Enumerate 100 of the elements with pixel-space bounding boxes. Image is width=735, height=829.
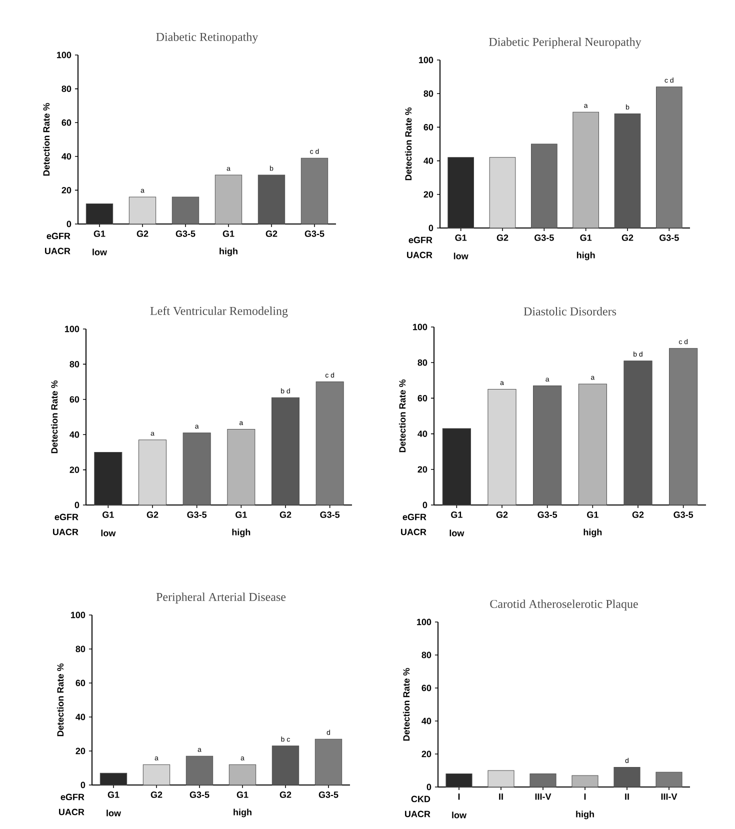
x-tick-label: G2 (496, 234, 508, 241)
y-tick-label: 80 (422, 652, 432, 658)
bar (533, 385, 562, 506)
y-tick-label: 80 (76, 646, 86, 652)
bar (316, 382, 344, 506)
x-tick-label: G1 (580, 234, 592, 241)
text: high (576, 810, 594, 820)
y-tick-label: 40 (422, 718, 432, 724)
x-tick-label: G1 (222, 230, 234, 237)
x-tick-label: G2 (632, 512, 644, 518)
y-tick-label: 100 (71, 612, 86, 618)
bar (656, 86, 682, 228)
x-tick-label: G3-5 (320, 512, 340, 518)
text: low (454, 252, 468, 260)
x-tick-label: G1 (236, 512, 247, 518)
y-tick-label: 60 (70, 396, 80, 403)
y-tick-label: 20 (62, 187, 72, 194)
x-tick-label: G3-5 (674, 512, 694, 518)
bar (314, 738, 342, 786)
bar (614, 114, 641, 228)
y-tick-label: 80 (418, 359, 428, 366)
y-tick-label: 20 (70, 466, 80, 473)
y-tick-label: 0 (66, 220, 72, 228)
bar (488, 389, 516, 506)
x-tick-label: G1 (587, 512, 598, 518)
bar (142, 764, 170, 786)
text: UACR (59, 808, 84, 816)
text: UACR (407, 252, 432, 258)
x-tick-label: G1 (455, 234, 467, 241)
y-tick-label: 0 (80, 782, 86, 788)
y-tick-label: 80 (62, 86, 72, 92)
y-tick-label: 100 (413, 324, 428, 330)
x-tick-label: G3-5 (176, 230, 196, 237)
bar (530, 144, 558, 228)
bar (272, 746, 300, 786)
bar (128, 196, 156, 224)
x-tick-label: G2 (266, 230, 278, 237)
y-axis-title: Detection Rate % (404, 107, 412, 180)
x-tick-label: III-V (535, 794, 552, 800)
y-tick-label: 0 (74, 502, 80, 508)
text: low (452, 812, 467, 818)
y-tick-label: 60 (62, 119, 72, 126)
bar (228, 764, 256, 786)
bar (86, 203, 114, 224)
chart-title: Diabetic Retinopathy (156, 32, 258, 44)
x-tick-label: G3-5 (318, 792, 338, 798)
x-tick-label: G1 (236, 792, 248, 798)
y-tick-label: 20 (422, 750, 432, 758)
x-tick-label: G2 (146, 512, 158, 518)
y-axis-title: Detection Rate % (402, 668, 410, 741)
y-tick-label: 100 (65, 326, 80, 332)
x-tick-label: G3-5 (660, 234, 679, 241)
x-tick-label: G2 (280, 512, 292, 518)
bar (186, 756, 214, 786)
y-tick-label: 20 (424, 191, 434, 198)
bar (227, 429, 256, 506)
x-tick-label: III-V (661, 794, 678, 800)
y-tick-label: 60 (424, 124, 434, 130)
y-tick-label: 40 (76, 714, 86, 720)
text: UACR (401, 528, 426, 536)
text: low (450, 530, 464, 536)
bar (100, 772, 128, 786)
bar (572, 112, 599, 228)
x-axis-title: eGFR (408, 236, 432, 244)
bar (258, 174, 286, 224)
y-tick-label: 40 (70, 431, 80, 438)
y-tick-label: 60 (76, 680, 86, 686)
y-axis-title: Detection Rate % (50, 380, 58, 454)
x-tick-label: G2 (136, 230, 148, 237)
y-tick-label: 80 (70, 361, 80, 368)
x-tick-label: G1 (451, 512, 462, 518)
text: high (232, 528, 250, 538)
y-axis-title: Detection Rate % (56, 663, 64, 736)
bar (272, 397, 300, 506)
bar (300, 158, 328, 224)
bar (138, 440, 166, 506)
bar (94, 452, 122, 506)
bar (182, 432, 211, 506)
text: high (576, 252, 595, 260)
y-tick-label: 0 (422, 502, 428, 508)
x-axis-title: eGFR (46, 232, 70, 240)
bar (442, 428, 471, 506)
bar (448, 157, 474, 228)
x-tick-label: II (625, 794, 629, 800)
chart-title: Carotid Atheroselerotic Plaque (490, 600, 638, 610)
y-tick-label: 40 (418, 430, 428, 437)
x-axis-title: eGFR (60, 794, 84, 800)
x-tick-label: G2 (150, 792, 162, 798)
x-axis-title: eGFR (402, 514, 426, 520)
x-tick-label: G2 (622, 234, 634, 241)
x-tick-label: G3-5 (534, 234, 554, 241)
y-tick-label: 100 (57, 52, 72, 58)
y-tick-label: 100 (417, 618, 432, 626)
y-tick-label: 40 (424, 158, 434, 164)
text: low (92, 248, 108, 256)
x-tick-label: G3-5 (187, 512, 207, 518)
y-tick-label: 60 (418, 395, 428, 402)
text: high (220, 248, 238, 256)
chart-title: Diastolic Disorders (524, 307, 616, 316)
y-tick-label: 0 (426, 784, 432, 790)
